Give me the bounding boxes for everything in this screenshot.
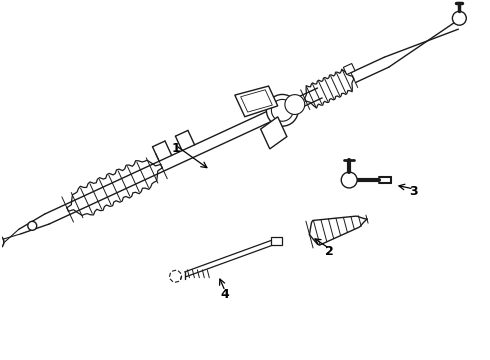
Text: 4: 4: [221, 288, 229, 301]
Circle shape: [341, 172, 357, 188]
Circle shape: [0, 235, 4, 249]
Circle shape: [271, 99, 293, 121]
Circle shape: [285, 95, 305, 114]
Text: 1: 1: [171, 142, 180, 155]
Polygon shape: [343, 63, 355, 75]
Circle shape: [28, 221, 37, 230]
Polygon shape: [261, 117, 287, 149]
Text: 3: 3: [409, 185, 418, 198]
Circle shape: [267, 94, 298, 126]
Text: 2: 2: [325, 245, 334, 258]
Circle shape: [452, 11, 466, 25]
Polygon shape: [235, 86, 278, 117]
Polygon shape: [271, 237, 282, 245]
